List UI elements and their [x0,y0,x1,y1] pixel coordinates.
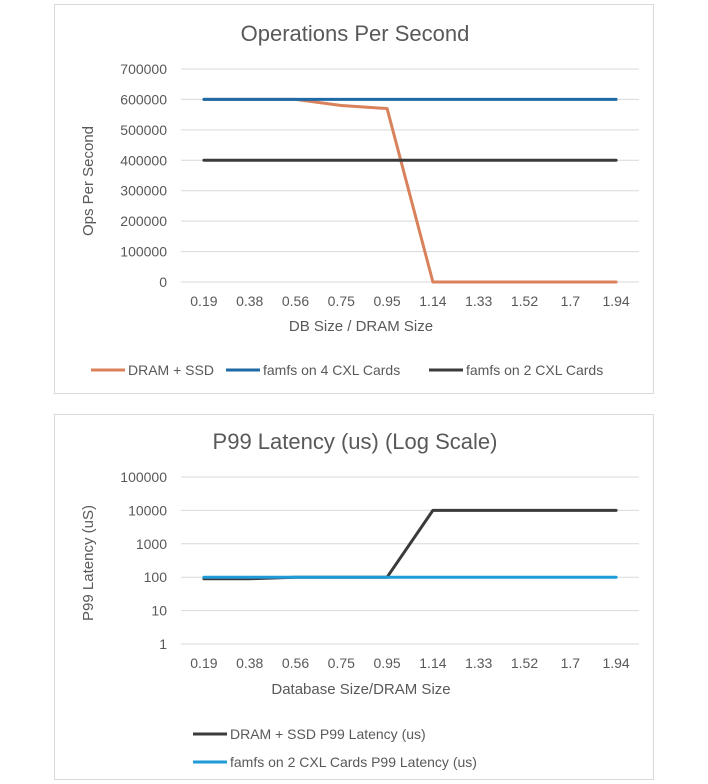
y-tick-label: 500000 [120,122,167,138]
x-axis-title: Database Size/DRAM Size [271,681,450,698]
p99-latency-chart: P99 Latency (us) (Log Scale) 1 10 100 1000 1… [54,414,654,780]
x-tick-label: 0.75 [328,293,355,309]
x-tick-label: 1.7 [561,655,581,671]
x-axis-title: DB Size / DRAM Size [289,318,433,335]
x-tick-label: 0.75 [328,655,355,671]
x-tick-label: 0.19 [190,655,217,671]
x-tick-label: 0.19 [190,293,217,309]
x-tick-label: 0.38 [236,655,263,671]
x-tick-label: 1.94 [602,293,629,309]
ops-per-second-chart: Operations Per Second 0 100000 200000 30000… [54,4,654,394]
legend-label: DRAM + SSD P99 Latency (us) [230,726,426,742]
y-tick-label: 0 [159,274,167,290]
legend-label: famfs on 2 CXL Cards P99 Latency (us) [230,754,477,770]
y-tick-label: 300000 [120,183,167,199]
x-tick-label: 1.52 [511,655,538,671]
y-tick-label: 400000 [120,152,167,168]
legend-label: famfs on 4 CXL Cards [263,362,400,378]
y-tick-label: 600000 [120,91,167,107]
x-tick-label: 1.33 [465,655,492,671]
legend-label: DRAM + SSD [128,362,214,378]
y-tick-label: 100000 [120,469,167,485]
x-tick-label: 0.56 [282,655,309,671]
x-tick-label: 1.14 [419,293,446,309]
p99-latency-svg: P99 Latency (us) (Log Scale) 1 10 100 1000 1… [80,429,639,770]
y-tick-label: 1000 [136,536,167,552]
x-tick-label: 1.7 [561,293,581,309]
x-tick-label: 0.95 [373,655,400,671]
x-tick-label: 0.56 [282,293,309,309]
chart-title: Operations Per Second [241,21,470,46]
chart-title: P99 Latency (us) (Log Scale) [213,429,498,454]
y-tick-label: 100 [144,569,168,585]
y-tick-label: 100000 [120,244,167,260]
x-tick-label: 1.14 [419,655,446,671]
x-tick-label: 1.94 [602,655,629,671]
y-tick-label: 700000 [120,61,167,77]
x-tick-label: 0.38 [236,293,263,309]
x-tick-label: 1.52 [511,293,538,309]
series-line [202,508,618,581]
x-tick-label: 0.95 [373,293,400,309]
x-tick-label: 1.33 [465,293,492,309]
y-tick-label: 10 [151,603,167,619]
y-axis-title: Ops Per Second [80,126,97,236]
y-tick-label: 10000 [128,502,167,518]
legend-label: famfs on 2 CXL Cards [466,362,603,378]
y-tick-label: 1 [159,636,167,652]
y-tick-label: 200000 [120,213,167,229]
y-axis-title: P99 Latency (uS) [80,505,97,621]
ops-per-second-svg: Operations Per Second 0 100000 200000 30000… [80,21,639,378]
